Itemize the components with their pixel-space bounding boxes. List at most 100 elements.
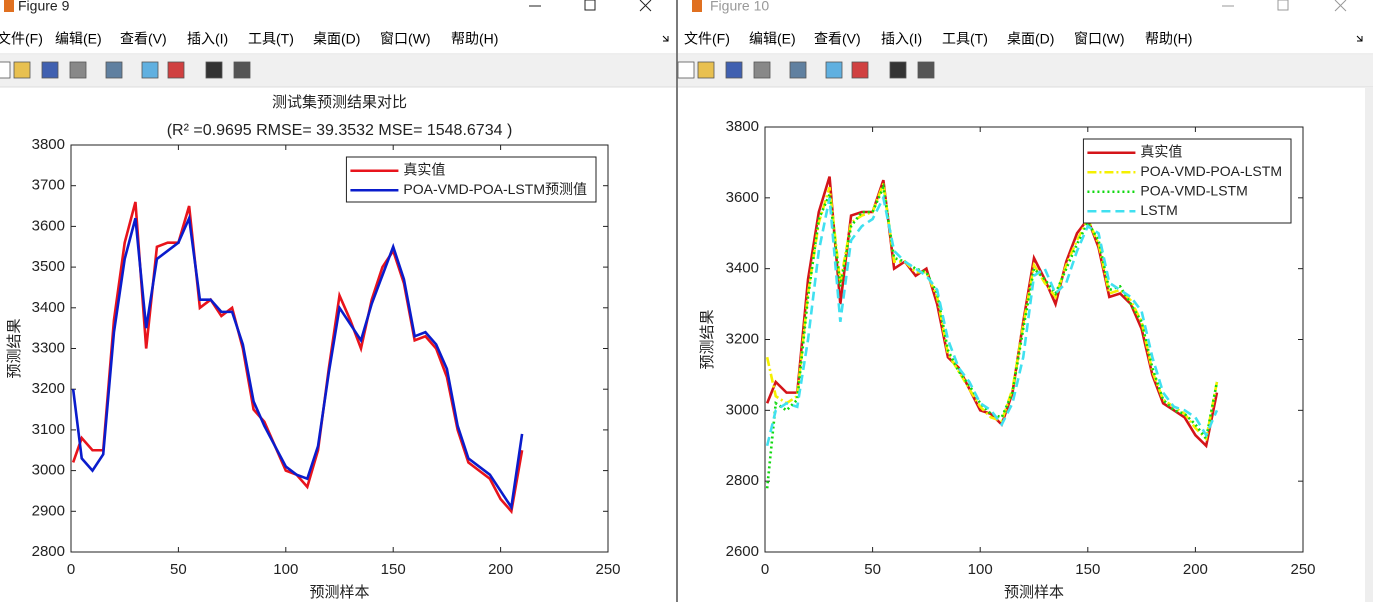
legend-label: POA-VMD-POA-LSTM: [1140, 163, 1282, 179]
menu-item[interactable]: 编辑(E): [749, 31, 796, 47]
toolbar-button[interactable]: [789, 61, 807, 79]
y-axis-label: 预测结果: [5, 318, 23, 378]
menu-item[interactable]: 查看(V): [120, 31, 167, 47]
toolbar-button[interactable]: [825, 61, 843, 79]
toolbar: [0, 55, 676, 87]
maximize-button[interactable]: [584, 0, 596, 11]
toolbar: [678, 55, 1373, 87]
maximize-button[interactable]: [1277, 0, 1289, 11]
toolbar-button[interactable]: [233, 61, 251, 79]
x-tick-label: 0: [761, 561, 769, 578]
menu-item[interactable]: 插入(I): [187, 31, 228, 47]
toolbar-button[interactable]: [753, 61, 771, 79]
x-axis-label: 预测样本: [309, 583, 369, 601]
data-line: [765, 182, 1219, 489]
legend-label: 真实值: [403, 161, 445, 177]
chart-subtitle: (R² =0.9695 RMSE= 39.3532 MSE= 1548.6734…: [167, 122, 513, 139]
menu-item[interactable]: 桌面(D): [313, 31, 360, 47]
menu-item[interactable]: 工具(T): [942, 31, 988, 47]
y-tick-label: 3200: [32, 380, 65, 397]
axes-box: [764, 126, 1304, 553]
x-tick-label: 250: [1290, 561, 1315, 578]
y-tick-label: 2800: [32, 543, 65, 560]
toolbar-icons: [0, 61, 935, 79]
menu-item[interactable]: 编辑(E): [55, 31, 102, 47]
toolbar-button[interactable]: [851, 61, 869, 79]
y-tick-label: 3500: [32, 258, 65, 275]
x-tick-label: 150: [1075, 561, 1100, 578]
menu-item[interactable]: 查看(V): [814, 31, 861, 47]
close-button[interactable]: [1334, 0, 1347, 12]
legend-box: [345, 156, 597, 203]
x-tick-label: 50: [864, 561, 881, 578]
app-icon: [692, 0, 702, 12]
menu-item[interactable]: 工具(T): [248, 31, 294, 47]
y-axis-label: 预测结果: [698, 309, 716, 369]
app-icon: [4, 0, 14, 12]
y-tick-label: 3800: [32, 136, 65, 153]
window-buttons: [529, 0, 652, 12]
menu-item[interactable]: 帮助(H): [451, 31, 498, 47]
y-tick-label: 2800: [726, 472, 759, 489]
menu-item[interactable]: 插入(I): [881, 31, 922, 47]
x-tick-label: 200: [488, 561, 513, 578]
y-tick-label: 3400: [726, 260, 759, 277]
window-title: Figure 9: [18, 0, 70, 14]
window-buttons: [1222, 0, 1347, 12]
toolbar-button[interactable]: [917, 61, 935, 79]
menu-item[interactable]: 文件(F): [0, 31, 43, 47]
window-title: Figure 10: [710, 0, 769, 14]
toolbar-button[interactable]: [0, 61, 11, 79]
y-tick-label: 3300: [32, 339, 65, 356]
legend-label: LSTM: [1140, 202, 1177, 218]
toolbar-button[interactable]: [13, 61, 31, 79]
toolbar-button[interactable]: [677, 61, 695, 79]
x-tick-label: 250: [595, 561, 620, 578]
legend-label: POA-VMD-POA-LSTM预测值: [403, 181, 587, 197]
legend-label: 真实值: [1140, 143, 1182, 159]
toolbar-button[interactable]: [41, 61, 59, 79]
menu-item[interactable]: 帮助(H): [1145, 31, 1192, 47]
y-tick-label: 2600: [726, 543, 759, 560]
x-axis-label: 预测样本: [1004, 583, 1064, 601]
menu-arrow[interactable]: [1356, 35, 1363, 42]
toolbar-button[interactable]: [141, 61, 159, 79]
toolbar-button[interactable]: [69, 61, 87, 79]
y-tick-label: 3000: [726, 401, 759, 418]
x-tick-label: 200: [1183, 561, 1208, 578]
y-tick-label: 3600: [32, 217, 65, 234]
y-tick-label: 3700: [32, 177, 65, 194]
chart-title: 测试集预测结果对比: [272, 94, 407, 111]
x-tick-label: 0: [67, 561, 75, 578]
toolbar-button[interactable]: [697, 61, 715, 79]
menu-arrow[interactable]: [662, 35, 669, 42]
x-tick-label: 150: [381, 561, 406, 578]
toolbar-button[interactable]: [167, 61, 185, 79]
legend: 真实值 POA-VMD-POA-LSTM预测值: [345, 156, 597, 203]
y-tick-label: 3000: [32, 462, 65, 479]
toolbar-button[interactable]: [205, 61, 223, 79]
data-line: [71, 213, 524, 511]
legend-label: POA-VMD-LSTM: [1140, 182, 1247, 198]
toolbar-button[interactable]: [725, 61, 743, 79]
x-tick-label: 100: [273, 561, 298, 578]
menu-item[interactable]: 窗口(W): [1074, 31, 1125, 47]
close-button[interactable]: [639, 0, 652, 12]
toolbar-button[interactable]: [889, 61, 907, 79]
x-tick-label: 50: [170, 561, 187, 578]
toolbar-button[interactable]: [105, 61, 123, 79]
menu-item[interactable]: 桌面(D): [1007, 31, 1054, 47]
menu-item[interactable]: 文件(F): [684, 31, 730, 47]
legend: 真实值 POA-VMD-POA-LSTM POA-VMD-LSTM LSTM: [1082, 138, 1292, 224]
data-line: [765, 193, 1219, 447]
axes-box: [70, 144, 609, 553]
y-tick-label: 3600: [726, 189, 759, 206]
y-tick-label: 3800: [726, 118, 759, 135]
x-tick-label: 100: [968, 561, 993, 578]
y-tick-label: 3400: [32, 299, 65, 316]
menu-item[interactable]: 窗口(W): [380, 31, 431, 47]
data-line: [765, 183, 1219, 442]
y-tick-label: 3100: [32, 421, 65, 438]
